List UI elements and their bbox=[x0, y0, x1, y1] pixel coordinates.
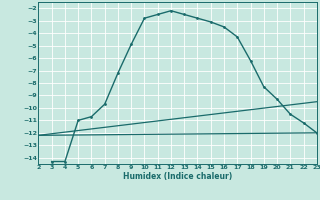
X-axis label: Humidex (Indice chaleur): Humidex (Indice chaleur) bbox=[123, 172, 232, 181]
